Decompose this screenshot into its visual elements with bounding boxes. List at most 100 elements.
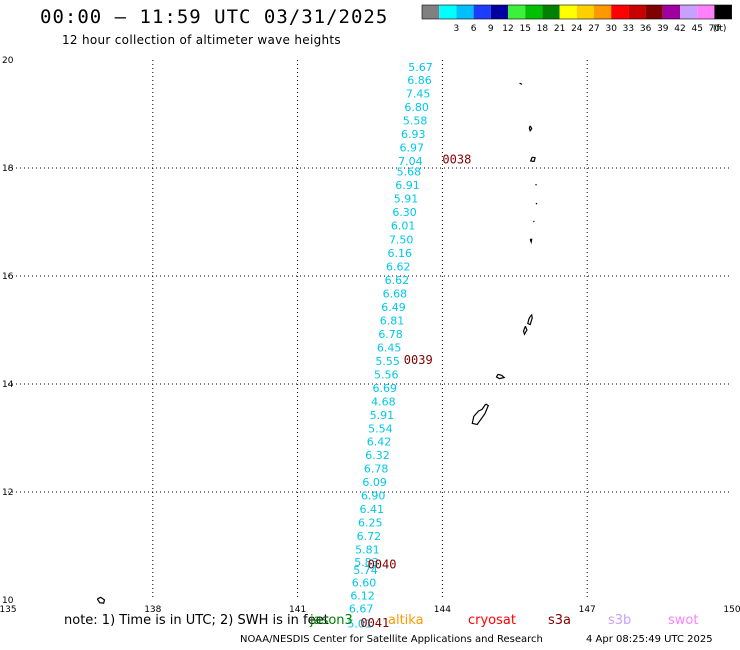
- longitude-tick-label: 147: [579, 605, 596, 615]
- map-subtitle: 12 hour collection of altimeter wave hei…: [62, 33, 341, 47]
- swh-value-label: 5.54: [368, 423, 393, 436]
- colorbar-swatch: [628, 5, 646, 19]
- altimeter-track: 5.676.867.456.805.586.936.977.045.686.91…: [347, 61, 432, 631]
- colorbar-swatch: [473, 5, 491, 19]
- colorbar-tick-label: 42: [674, 24, 685, 34]
- mission-altika: altika: [388, 613, 424, 628]
- colorbar-swatch: [559, 5, 577, 19]
- swh-value-label: 6.16: [387, 247, 412, 260]
- pass-time-label: 0038: [442, 153, 471, 167]
- swh-value-label: 5.91: [394, 193, 419, 206]
- swh-value-label: 6.41: [359, 503, 384, 516]
- swh-value-label: 6.97: [400, 141, 425, 154]
- colorbar-swatch: [594, 5, 612, 19]
- swh-value-label: 6.25: [358, 517, 383, 530]
- coastline-guguan: [533, 220, 535, 223]
- colorbar-tick-label: 21: [554, 24, 565, 34]
- generation-timestamp: 4 Apr 08:25:49 UTC 2025: [586, 634, 713, 645]
- coastline-rota: [495, 373, 506, 380]
- colorbar-swatch: [439, 5, 457, 19]
- swh-value-label: 6.49: [381, 301, 406, 314]
- colorbar-swatch: [525, 5, 543, 19]
- pass-time-labels: 0038 0039 0040 0041: [360, 153, 471, 630]
- longitude-tick-label: 141: [289, 605, 306, 615]
- coastline-saipan: [527, 313, 533, 326]
- swh-value-label: 6.86: [407, 74, 432, 87]
- swh-value-label: 5.58: [403, 114, 428, 127]
- swh-value-label: 6.67: [349, 602, 374, 615]
- coastline-guam: [471, 403, 490, 426]
- swh-value-label: 5.56: [374, 369, 399, 382]
- coastline-pagan: [535, 183, 537, 186]
- colorbar-swatch: [422, 5, 440, 19]
- swh-value-label: 5.91: [370, 409, 395, 422]
- colorbar-frame: [421, 4, 732, 20]
- colorbar-tick-label: 9: [488, 24, 494, 34]
- coastline-agrihan: [529, 156, 536, 163]
- swh-value-label: 6.32: [365, 449, 390, 462]
- colorbar-swatch: [611, 5, 629, 19]
- pass-time-label: 0039: [404, 353, 433, 367]
- colorbar-tick-label: 36: [640, 24, 652, 34]
- mission-cryosat: cryosat: [468, 613, 516, 628]
- coastline-alamagan: [535, 202, 538, 205]
- colorbar-tick-label: 30: [605, 24, 617, 34]
- colorbar-tick-label: 45: [691, 24, 702, 34]
- colorbar-tick-label: 27: [588, 24, 599, 34]
- axis-tick-labels: 135 138 141 144 147 150 20 18 16 14 12 10: [0, 56, 740, 615]
- swh-value-label: 6.69: [373, 382, 398, 395]
- latitude-tick-label: 20: [2, 56, 14, 66]
- swh-value-label: 6.91: [395, 179, 420, 192]
- swh-value-label: 6.42: [367, 436, 392, 449]
- colorbar-swatch: [456, 5, 474, 19]
- longitude-tick-label: 144: [434, 605, 451, 615]
- coastline-tinian: [522, 325, 528, 336]
- swh-value-label: 5.81: [355, 544, 380, 557]
- coastline-farallon-de-pajaros: [519, 82, 523, 85]
- mission-s3b: s3b: [608, 613, 632, 628]
- colorbar-swatch: [576, 5, 594, 19]
- coastline-maug: [528, 125, 533, 133]
- colorbar-tick-label: 70: [709, 24, 721, 34]
- colorbar-tick-label: 18: [537, 24, 549, 34]
- coastline-west-islet: [96, 596, 106, 604]
- colorbar-unit: (ft): [713, 24, 727, 34]
- mission-jason3: jason3: [310, 613, 353, 628]
- colorbar-tick-label: 33: [623, 24, 634, 34]
- map-title: 00:00 – 11:59 UTC 03/31/2025: [40, 6, 389, 28]
- swh-value-label: 7.50: [389, 234, 414, 247]
- swh-value-label: 6.81: [380, 315, 405, 328]
- colorbar-swatch: [508, 5, 526, 19]
- latitude-tick-label: 16: [2, 272, 14, 282]
- coastline-sarigan: [529, 238, 533, 245]
- colorbar-swatch: [645, 5, 663, 19]
- swh-value-label: 6.60: [352, 577, 377, 590]
- latitude-tick-label: 14: [2, 380, 14, 390]
- colorbar-tick-label: 3: [454, 24, 460, 34]
- longitude-tick-label: 150: [723, 605, 740, 615]
- longitude-tick-label: 138: [144, 605, 161, 615]
- colorbar-swatch: [662, 5, 680, 19]
- swh-value-label: 6.90: [361, 490, 386, 503]
- swh-value-label: 5.68: [397, 166, 422, 179]
- colorbar-swatch: [490, 5, 508, 19]
- swh-value-label: 6.80: [404, 101, 429, 114]
- swh-value-label: 5.01: [347, 618, 372, 631]
- latitude-tick-label: 10: [2, 596, 14, 606]
- pass-time-label: 0041: [360, 616, 389, 630]
- swh-value-label: 6.62: [385, 274, 410, 287]
- colorbar-tick-label: 24: [571, 24, 583, 34]
- latitude-tick-label: 12: [2, 488, 13, 498]
- colorbar-tick-label: 12: [502, 24, 513, 34]
- colorbar-tick-label: 15: [519, 24, 530, 34]
- swh-value-label: 4.68: [371, 396, 396, 409]
- credit-line: NOAA/NESDIS Center for Satellite Applica…: [240, 634, 543, 645]
- swh-value-label: 6.09: [362, 476, 387, 489]
- coastlines: [96, 82, 538, 604]
- colorbar-swatch: [542, 5, 560, 19]
- swh-value-label: 6.12: [350, 589, 375, 602]
- swh-value-label: 6.45: [377, 342, 402, 355]
- pass-time-label: 0040: [368, 558, 397, 572]
- swh-value-label: 6.01: [391, 220, 416, 233]
